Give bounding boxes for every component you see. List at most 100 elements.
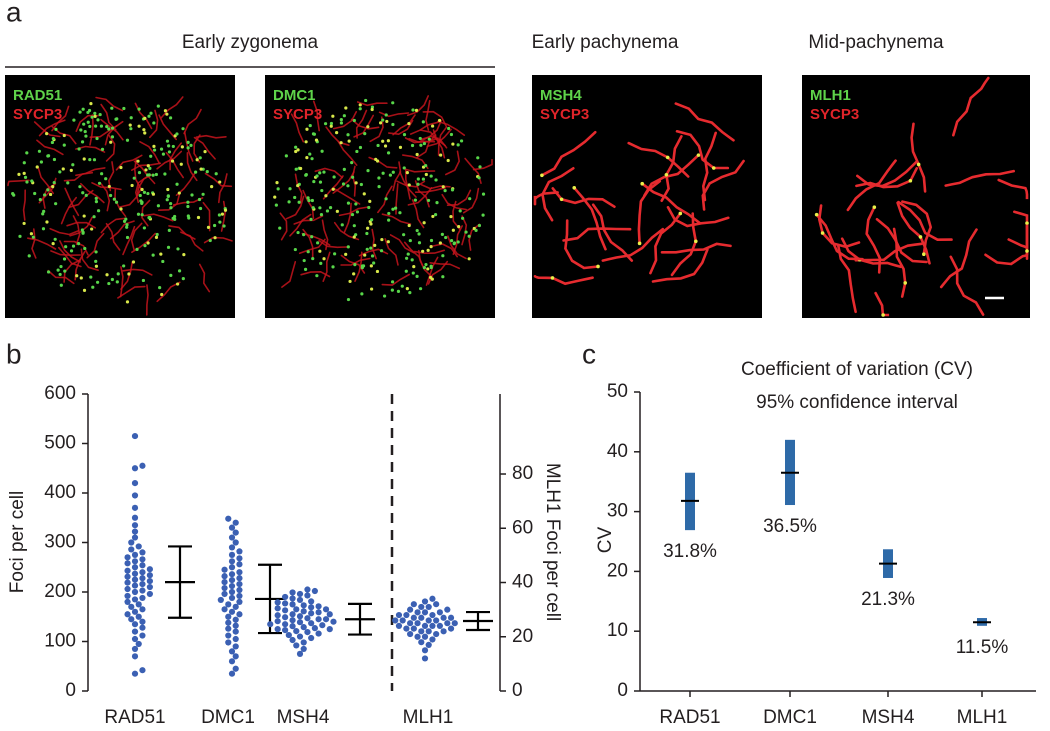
focus [142,190,147,194]
focus [41,212,45,216]
data-point [311,625,318,632]
focus [375,269,380,274]
data-point [139,606,146,613]
focus [158,286,162,290]
data-point [236,598,243,606]
chromosome-axis [388,119,414,136]
focus [352,235,356,239]
focus [53,237,57,241]
focus [419,143,423,147]
chromosome-axis [591,203,634,262]
focus [140,187,144,192]
chromosome-axis [643,153,700,197]
focus [477,223,482,228]
focus [918,235,923,239]
focus [86,120,90,124]
chromosome-axis [104,120,124,146]
stain-label: SYCP3 [810,106,859,123]
chromosome-axis [338,206,369,217]
focus [167,144,171,148]
focus [146,191,150,196]
focus [328,206,333,210]
chromosome-axis [651,248,709,283]
focus [405,256,409,260]
focus [405,170,409,175]
focus [169,273,173,278]
data-point [139,618,146,625]
focus [299,166,303,171]
data-point [131,528,139,535]
focus [177,269,182,273]
panel-label: b [6,338,22,369]
focus [154,235,159,239]
focus [119,165,123,170]
focus [82,122,86,126]
data-point [221,566,228,573]
focus [365,247,369,251]
focus [35,165,39,169]
data-point [146,590,153,598]
data-point [436,609,443,616]
focus [386,240,390,244]
chromosome-axis [325,126,350,146]
chromosome-axis [353,114,374,138]
focus [443,189,447,193]
data-point [315,603,322,610]
focus [430,277,434,281]
focus [23,175,28,179]
chromosome-axis [158,193,181,211]
chromosome-axis [541,167,575,222]
chromosome-axis [149,109,159,139]
focus [45,220,49,224]
focus [344,106,348,110]
data-point [282,621,289,628]
data-point [421,609,429,616]
focus [180,145,184,149]
focus [22,221,26,226]
chromosome-axis [381,273,410,286]
focus [353,263,357,267]
focus [94,264,99,268]
focus [456,143,460,147]
focus [125,225,129,229]
focus [550,276,555,280]
data-point [436,622,443,630]
focus [176,282,180,286]
data-point [425,628,432,635]
stage-title: Early zygonema [182,32,319,53]
focus [366,226,370,230]
focus [373,243,377,247]
focus [187,216,191,220]
focus [372,261,376,265]
focus [130,183,134,188]
chromosome-axis [564,219,600,270]
focus [359,182,363,187]
stain-label: SYCP3 [540,106,589,123]
focus [136,212,141,216]
focus [186,146,190,150]
data-point [236,555,243,562]
focus [98,112,102,117]
data-point [407,630,414,638]
focus [61,167,65,171]
focus [339,118,343,122]
focus [417,241,422,245]
data-point [131,653,139,660]
focus [421,120,425,124]
y-tick-label: 200 [44,581,76,602]
focus [384,113,388,117]
data-point [228,670,236,677]
chromosome-axis [815,213,864,261]
focus [422,141,427,146]
focus [222,224,226,228]
data-point [429,611,436,619]
focus [369,246,373,250]
data-point [304,615,311,622]
focus [62,143,66,147]
focus [122,219,127,223]
focus [163,172,167,176]
data-point [296,650,304,657]
focus [694,239,698,244]
chromosome-axis [640,182,701,225]
data-point [296,590,304,598]
